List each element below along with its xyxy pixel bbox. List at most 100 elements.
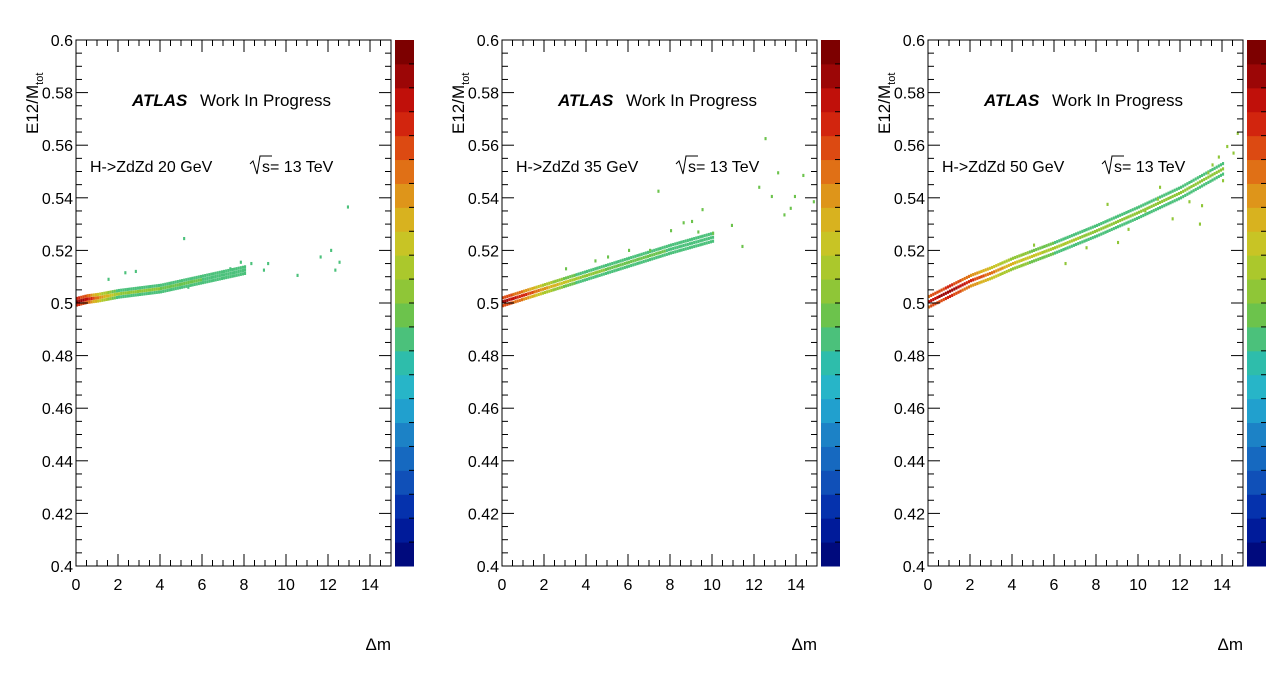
heatmap-bin [1188, 180, 1191, 185]
heatmap-bin [988, 277, 991, 281]
heatmap-bin [1096, 223, 1099, 227]
heatmap-bin [223, 276, 226, 280]
heatmap-bin [241, 269, 244, 273]
heatmap-bin [644, 259, 647, 263]
heatmap-bin [1201, 204, 1204, 208]
heatmap-bin [218, 274, 221, 278]
heatmap-bin [1154, 202, 1157, 206]
heatmap-bin [136, 289, 139, 294]
heatmap-bin [218, 270, 221, 274]
heatmap-bin [80, 295, 83, 299]
color-scale-segment [395, 279, 414, 304]
heatmap-bin [638, 253, 641, 257]
heatmap-bin [1211, 178, 1214, 182]
heatmap-bin [1054, 251, 1057, 255]
heatmap-bin [991, 276, 994, 280]
heatmap-bin [951, 293, 954, 297]
heatmap-bin [1129, 214, 1132, 218]
heatmap-bin [1001, 271, 1004, 275]
color-scale-segment [395, 135, 414, 161]
sqrt-sign [249, 155, 272, 175]
heatmap-bin [573, 273, 576, 277]
heatmap-bin [959, 284, 962, 288]
heatmap-bin [1001, 261, 1004, 265]
heatmap-bin [516, 291, 519, 295]
x-tick-label: 12 [745, 577, 763, 594]
y-tick-label: 0.48 [468, 349, 499, 366]
heatmap-bin [1058, 244, 1061, 248]
heatmap-bin [197, 275, 200, 279]
heatmap-bin [594, 271, 597, 275]
heatmap-bin [1144, 209, 1147, 213]
heatmap-bin [1219, 173, 1222, 177]
heatmap-bin [1047, 253, 1050, 257]
heatmap-bin [233, 274, 236, 278]
heatmap-bin [546, 286, 549, 290]
color-scale-segment [821, 422, 840, 447]
x-tick-label: 6 [198, 577, 207, 594]
heatmap-bin [1131, 218, 1134, 222]
heatmap-bin [330, 248, 333, 252]
heatmap-bin [1217, 174, 1220, 179]
heatmap-bin [170, 281, 173, 285]
heatmap-bin [678, 241, 681, 245]
heatmap-bin [199, 278, 202, 282]
heatmap-bin [657, 255, 660, 259]
heatmap-bin [946, 290, 949, 294]
heatmap-bin [1140, 214, 1143, 219]
heatmap-bin [1146, 206, 1149, 210]
heatmap-bin [162, 289, 165, 293]
heatmap-bin [181, 279, 184, 283]
heatmap-bin [244, 265, 247, 269]
color-scale-segment [1247, 87, 1266, 113]
heatmap-bin [145, 288, 148, 292]
color-scale-segment [821, 183, 840, 208]
heatmap-bin [502, 304, 505, 308]
heatmap-bin [1209, 174, 1212, 178]
heatmap-bin [575, 281, 578, 285]
heatmap-bin [241, 265, 244, 269]
heatmap-bin [126, 294, 129, 298]
heatmap-bin [999, 262, 1002, 266]
heatmap-bin [531, 290, 534, 295]
heatmap-bin [1159, 200, 1162, 204]
heatmap-bin [86, 297, 89, 301]
heatmap-bin [174, 287, 177, 291]
heatmap-bin [1098, 222, 1101, 227]
heatmap-bin [951, 283, 954, 287]
heatmap-bin [537, 284, 540, 289]
heatmap-bin [659, 254, 662, 258]
heatmap-bin [527, 292, 530, 296]
color-scale-segment [821, 542, 840, 567]
color-scale-bar [395, 40, 414, 567]
heatmap-bin [1215, 170, 1218, 174]
x-tick-label: 4 [1008, 577, 1017, 594]
heatmap-bin [562, 284, 565, 289]
heatmap-bin [109, 297, 112, 301]
heatmap-bin [982, 269, 985, 273]
color-scale-segment [1247, 494, 1266, 519]
heatmap-bin [1093, 224, 1096, 228]
panel-zd50gev: 0 2 4 6 8 10 12 14 0.4 0.42 0.44 0.46 0.48 0.5 0.52 0.5… [875, 33, 1266, 654]
heatmap-bin [695, 236, 698, 240]
heatmap-bin [646, 254, 649, 258]
y-axis-title-main: E12/M [449, 85, 468, 134]
heatmap-bin [730, 223, 733, 227]
heatmap-bin [1159, 195, 1162, 199]
heatmap-bin [581, 271, 584, 275]
heatmap-bin [132, 293, 135, 297]
heatmap-bin [577, 276, 580, 280]
heatmap-bin [183, 236, 186, 241]
color-scale-segment [395, 542, 414, 567]
plot-frame [927, 39, 1244, 567]
heatmap-bin [562, 281, 565, 285]
heatmap-bin [544, 283, 547, 287]
heatmap-bin [103, 291, 106, 295]
heatmap-bin [227, 275, 230, 279]
heatmap-bin [128, 287, 131, 291]
heatmap-bin [628, 248, 631, 252]
heatmap-bin [518, 298, 521, 302]
heatmap-bin [1211, 167, 1214, 172]
y-tick-label: 0.56 [468, 138, 499, 155]
heatmap-bin [134, 293, 137, 297]
